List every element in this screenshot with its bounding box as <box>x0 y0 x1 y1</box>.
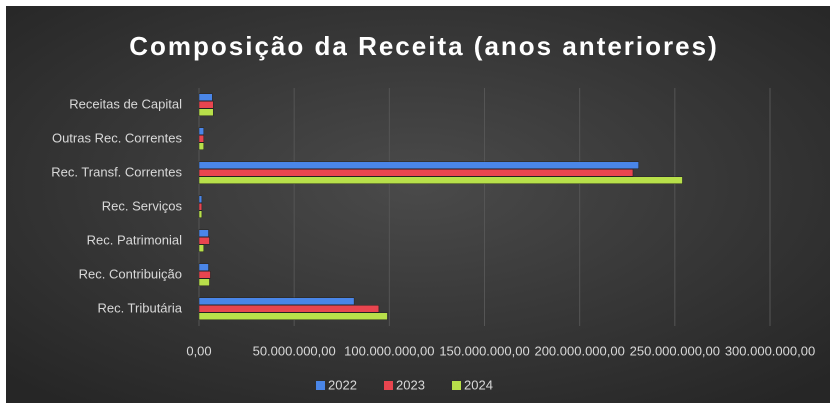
y-tick-label: Receitas de Capital <box>69 96 182 111</box>
bar <box>198 176 683 184</box>
bar <box>198 271 211 279</box>
x-tick-label: 250.000.000,00 <box>630 343 720 358</box>
legend-label: 2024 <box>464 377 493 392</box>
chart-title: Composição da Receita (anos anteriores) <box>129 31 718 61</box>
bar <box>198 108 214 116</box>
y-tick-label: Rec. Tributária <box>97 300 182 315</box>
bar <box>198 135 205 143</box>
legend-label: 2022 <box>328 377 357 392</box>
bar <box>198 237 210 245</box>
legend-swatch <box>452 381 461 390</box>
x-tick-label: 300.000.000,00 <box>725 343 815 358</box>
legend-swatch <box>316 381 325 390</box>
bar <box>198 263 209 271</box>
bar <box>198 203 203 211</box>
bar <box>198 169 634 177</box>
bar <box>198 161 639 169</box>
bar <box>198 93 213 101</box>
bar <box>198 312 388 320</box>
bar <box>198 244 205 252</box>
x-tick-label: 0,00 <box>186 343 211 358</box>
x-tick-label: 50.000.000,00 <box>253 343 336 358</box>
background <box>6 6 830 403</box>
bar <box>198 305 380 313</box>
y-tick-label: Rec. Transf. Correntes <box>51 164 182 179</box>
y-tick-label: Rec. Serviços <box>102 198 183 213</box>
bar <box>198 297 355 305</box>
legend-swatch <box>384 381 393 390</box>
y-tick-label: Rec. Patrimonial <box>87 232 182 247</box>
bar <box>198 142 205 150</box>
x-tick-label: 150.000.000,00 <box>439 343 529 358</box>
x-tick-label: 100.000.000,00 <box>344 343 434 358</box>
legend-label: 2023 <box>396 377 425 392</box>
bar <box>198 229 209 237</box>
bar <box>198 101 214 109</box>
bar <box>198 127 205 135</box>
bar <box>198 278 210 286</box>
x-tick-label: 200.000.000,00 <box>534 343 624 358</box>
bar <box>198 210 203 218</box>
y-tick-label: Outras Rec. Correntes <box>52 130 183 145</box>
bar <box>198 195 203 203</box>
y-tick-label: Rec. Contribuição <box>79 266 182 281</box>
